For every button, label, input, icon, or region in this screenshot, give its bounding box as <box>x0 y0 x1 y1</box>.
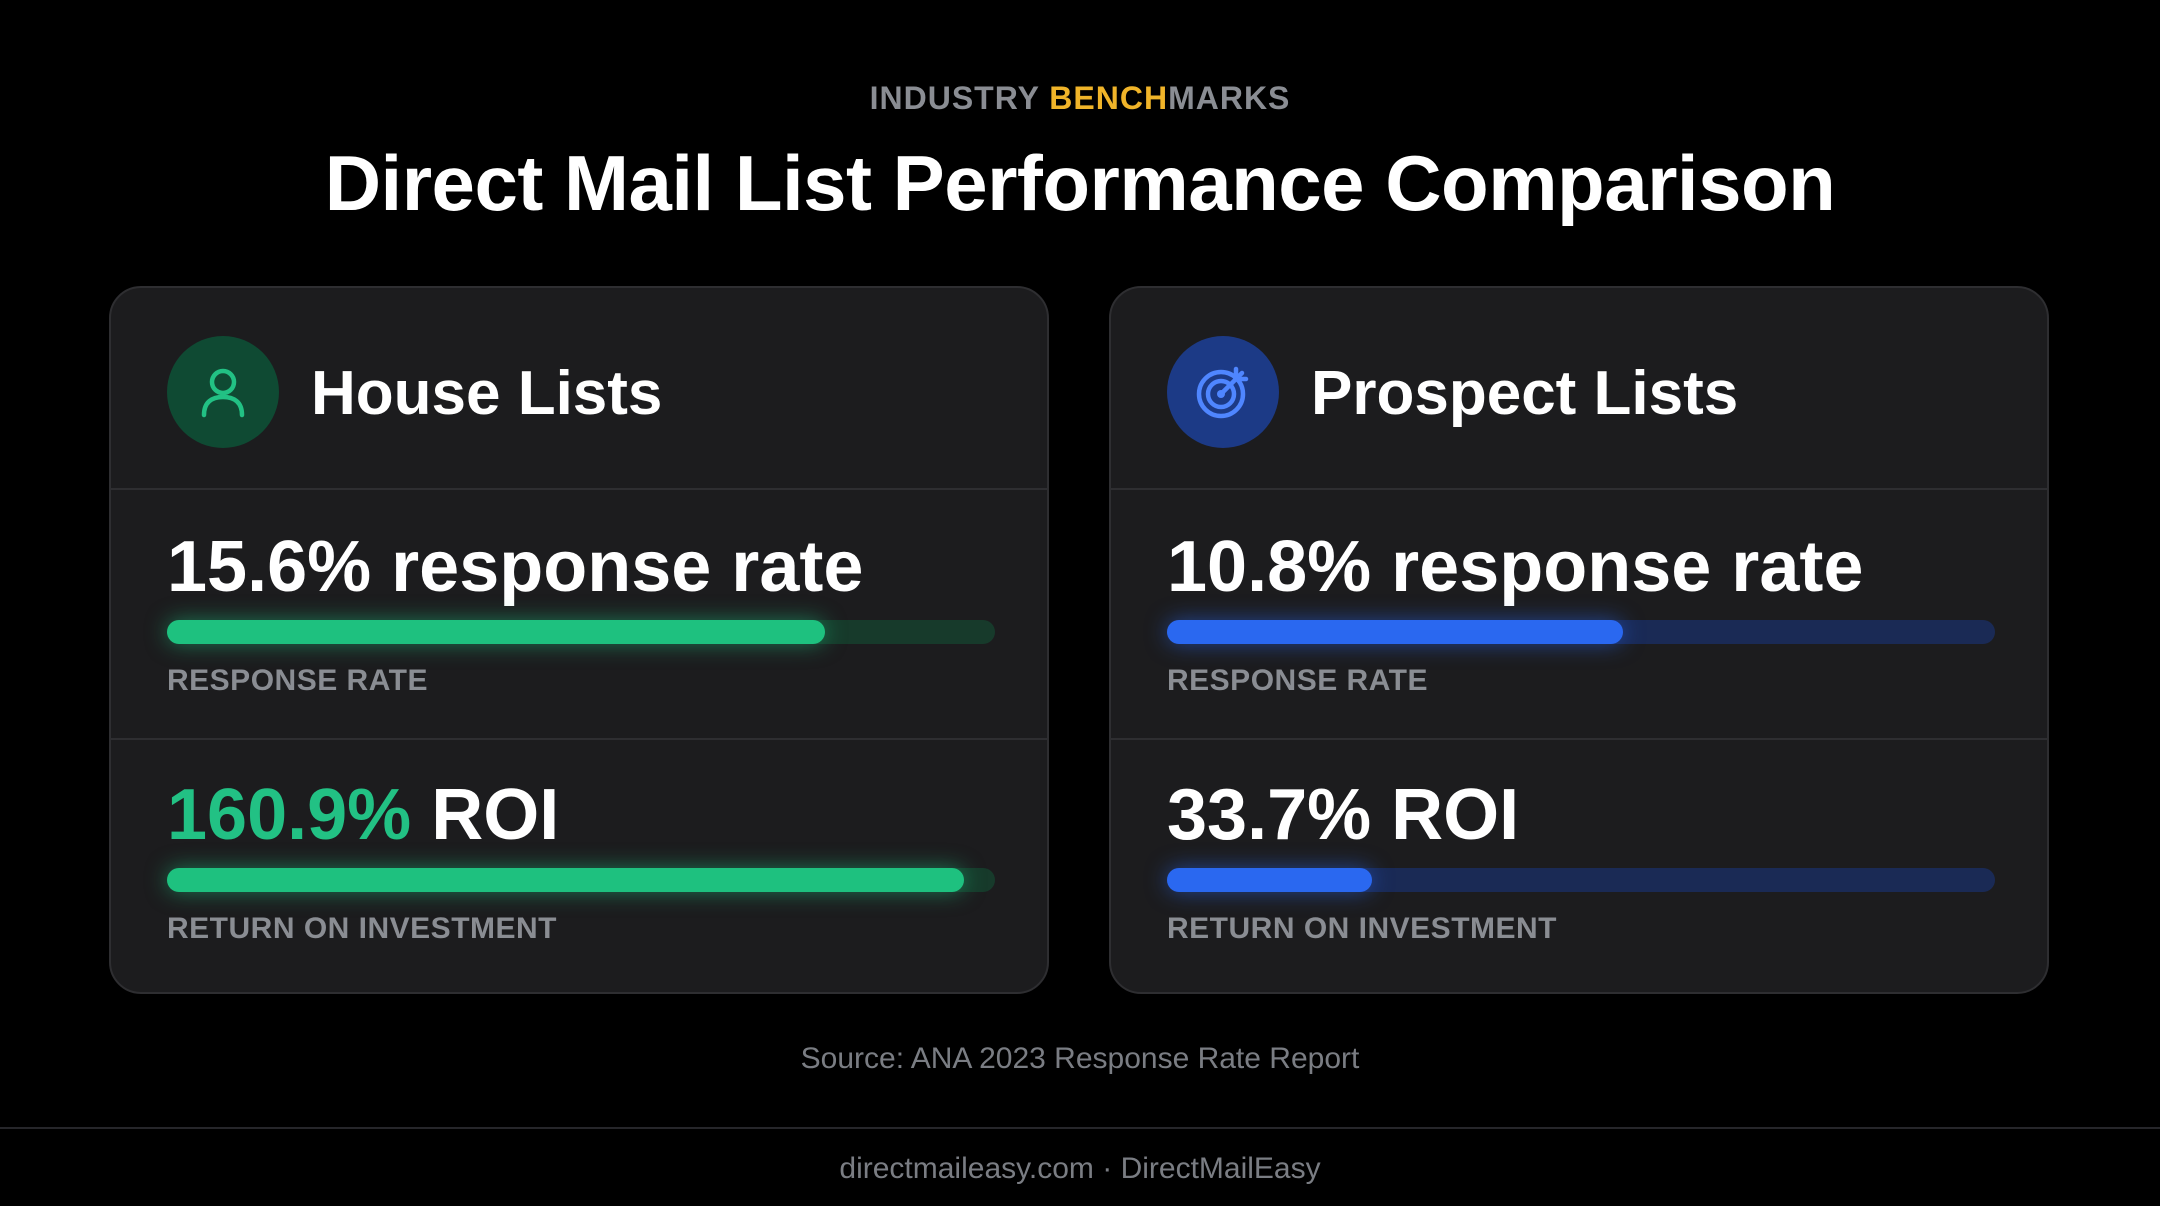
card-title: Prospect Lists <box>1311 359 1739 428</box>
roi-bar-track <box>1167 868 1995 892</box>
roi-metric: 33.7% ROI RETURN ON INVESTMENT <box>1111 740 2047 990</box>
footer-divider <box>0 1127 2160 1129</box>
roi-bar-track <box>167 868 995 892</box>
roi-bar-fill <box>167 868 964 892</box>
response-rate-bar-track <box>167 620 995 644</box>
eyebrow: INDUSTRY BENCHMARKS <box>0 80 2160 117</box>
eyebrow-prefix: INDUSTRY <box>869 80 1050 116</box>
response-rate-bar-track <box>1167 620 1995 644</box>
response-rate-metric: 15.6% response rate RESPONSE RATE <box>111 490 1047 740</box>
response-rate-bar-fill <box>1167 620 1624 644</box>
card-header: House Lists <box>111 288 1047 490</box>
source-note: Source: ANA 2023 Response Rate Report <box>800 1042 1360 1075</box>
response-rate-label: RESPONSE RATE <box>167 664 428 697</box>
target-icon <box>1167 336 1279 448</box>
page-title: Direct Mail List Performance Comparison <box>324 139 1836 227</box>
roi-bar-fill <box>1167 868 1372 892</box>
card-title: House Lists <box>311 359 663 428</box>
user-icon <box>167 336 279 448</box>
response-rate-metric: 10.8% response rate RESPONSE RATE <box>1111 490 2047 740</box>
eyebrow-accent: BENCH <box>1049 80 1169 116</box>
roi-metric: 160.9% ROI RETURN ON INVESTMENT <box>111 740 1047 990</box>
response-rate-bar-fill <box>167 620 826 644</box>
roi-value: 160.9% ROI <box>167 774 559 856</box>
response-rate-label: RESPONSE RATE <box>1167 664 1428 697</box>
roi-label: RETURN ON INVESTMENT <box>1167 912 1558 945</box>
response-rate-value: 10.8% response rate <box>1167 527 1864 607</box>
roi-number: 160.9% <box>167 775 412 855</box>
roi-suffix: ROI <box>411 775 560 855</box>
eyebrow-suffix: MARKS <box>1168 80 1291 116</box>
roi-label: RETURN ON INVESTMENT <box>167 912 558 945</box>
response-rate-value: 15.6% response rate <box>167 527 864 607</box>
card-header: Prospect Lists <box>1111 288 2047 490</box>
house-lists-card: House Lists 15.6% response rate RESPONSE… <box>109 286 1049 994</box>
prospect-lists-card: Prospect Lists 10.8% response rate RESPO… <box>1109 286 2049 994</box>
roi-value: 33.7% ROI <box>1167 775 1520 855</box>
footer-credit: directmaileasy.com · DirectMailEasy <box>839 1152 1321 1185</box>
